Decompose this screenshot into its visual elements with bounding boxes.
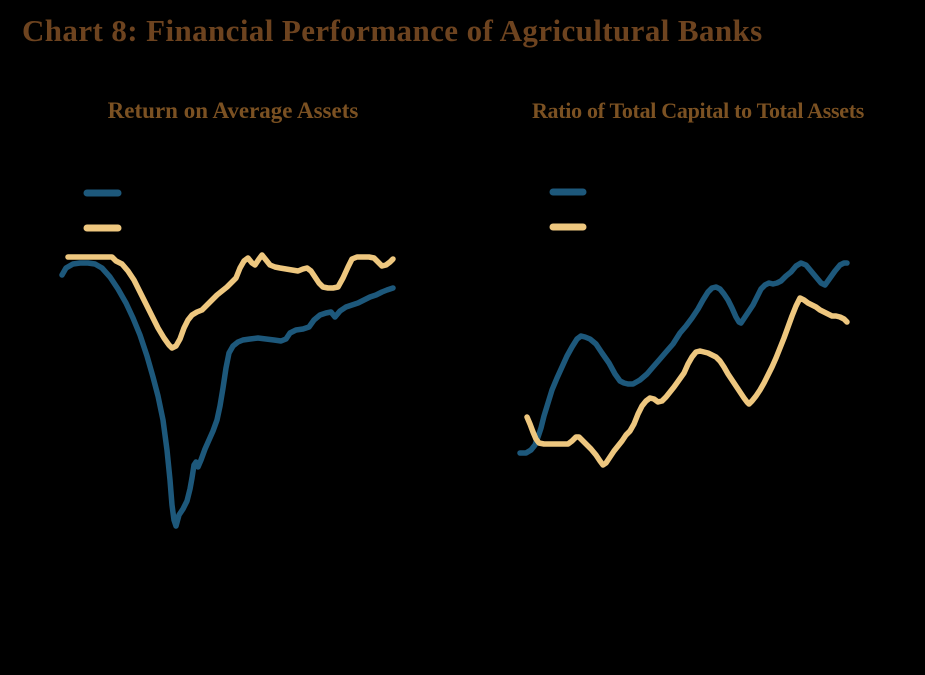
left-chart-tan-series-line — [65, 252, 396, 351]
left-chart-title: Return on Average Assets — [107, 98, 359, 123]
right-chart-tan-series-line — [524, 295, 850, 468]
page-title: Chart 8: Financial Performance of Agricu… — [22, 13, 763, 48]
right-chart-blue-series-line — [517, 260, 850, 456]
left-chart-blue-series-line — [59, 260, 396, 529]
right-chart-title: Ratio of Total Capital to Total Assets — [531, 98, 865, 123]
right-chart — [517, 188, 850, 468]
left-chart — [59, 189, 396, 529]
